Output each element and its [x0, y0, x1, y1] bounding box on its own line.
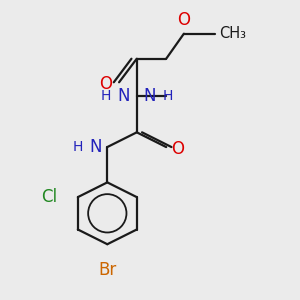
Text: Br: Br	[98, 261, 116, 279]
Text: Cl: Cl	[41, 188, 57, 206]
Text: O: O	[171, 140, 184, 158]
Text: O: O	[100, 75, 112, 93]
Text: O: O	[177, 11, 190, 29]
Text: H: H	[162, 88, 173, 103]
Text: N: N	[144, 86, 156, 104]
Text: H: H	[101, 88, 111, 103]
Text: CH₃: CH₃	[219, 26, 246, 41]
Text: H: H	[73, 140, 83, 154]
Text: N: N	[117, 86, 130, 104]
Text: N: N	[89, 138, 102, 156]
